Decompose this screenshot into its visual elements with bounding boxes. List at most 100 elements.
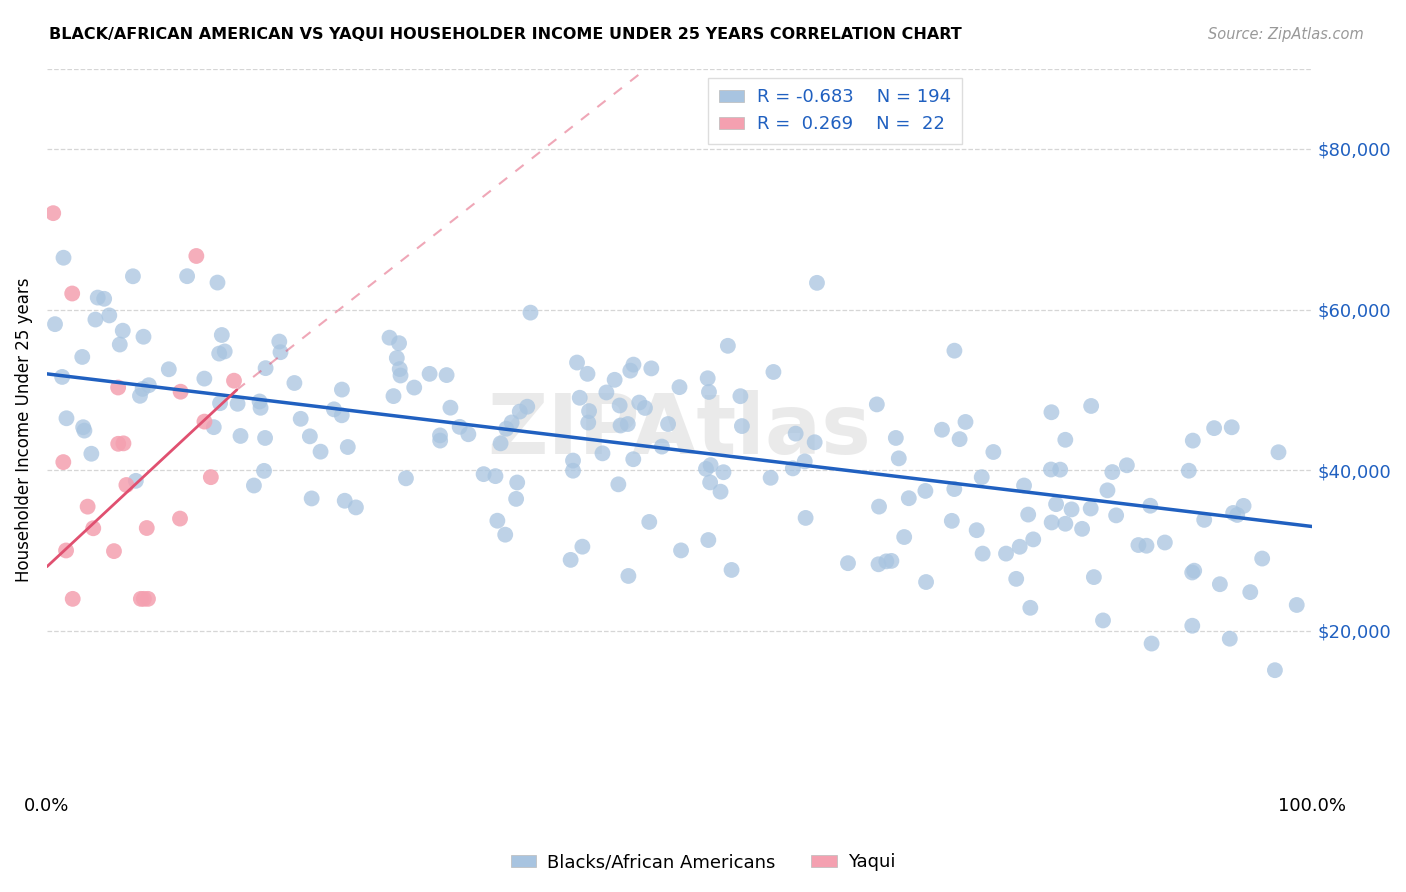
Point: [699, 458, 721, 472]
Point: [457, 427, 479, 442]
Point: [1040, 405, 1063, 419]
Point: [495, 422, 517, 436]
Point: [657, 417, 679, 431]
Point: [571, 540, 593, 554]
Point: [72, 350, 94, 364]
Point: [494, 527, 516, 541]
Point: [972, 547, 994, 561]
Point: [617, 569, 640, 583]
Point: [385, 351, 408, 365]
Point: [943, 482, 966, 496]
Point: [378, 331, 401, 345]
Point: [562, 464, 585, 478]
Point: [1264, 663, 1286, 677]
Point: [193, 371, 215, 385]
Point: [868, 558, 890, 572]
Point: [914, 483, 936, 498]
Point: [82, 521, 104, 535]
Point: [211, 328, 233, 343]
Point: [668, 380, 690, 394]
Point: [1101, 465, 1123, 479]
Point: [915, 574, 938, 589]
Legend: R = -0.683    N = 194, R =  0.269    N =  22: R = -0.683 N = 194, R = 0.269 N = 22: [709, 78, 962, 145]
Point: [505, 491, 527, 506]
Point: [730, 389, 752, 403]
Point: [87, 291, 110, 305]
Point: [486, 514, 509, 528]
Point: [516, 400, 538, 414]
Point: [1054, 516, 1077, 531]
Point: [186, 249, 208, 263]
Point: [1012, 478, 1035, 492]
Point: [1005, 572, 1028, 586]
Point: [472, 467, 495, 482]
Point: [1267, 445, 1289, 459]
Point: [169, 511, 191, 525]
Point: [52, 251, 75, 265]
Point: [382, 389, 405, 403]
Point: [1192, 513, 1215, 527]
Point: [103, 544, 125, 558]
Point: [609, 418, 631, 433]
Point: [568, 391, 591, 405]
Point: [794, 511, 817, 525]
Point: [501, 416, 523, 430]
Point: [943, 343, 966, 358]
Point: [1226, 508, 1249, 522]
Point: [98, 309, 121, 323]
Y-axis label: Householder Income Under 25 years: Householder Income Under 25 years: [15, 278, 32, 582]
Point: [60, 286, 83, 301]
Point: [607, 477, 630, 491]
Point: [1251, 551, 1274, 566]
Point: [336, 440, 359, 454]
Point: [1097, 483, 1119, 498]
Point: [720, 563, 742, 577]
Point: [138, 378, 160, 392]
Point: [970, 470, 993, 484]
Point: [1181, 434, 1204, 448]
Text: Source: ZipAtlas.com: Source: ZipAtlas.com: [1208, 27, 1364, 42]
Point: [868, 500, 890, 514]
Point: [837, 556, 859, 570]
Point: [76, 500, 98, 514]
Point: [333, 493, 356, 508]
Point: [136, 591, 159, 606]
Point: [576, 416, 599, 430]
Point: [616, 417, 638, 431]
Text: ZIPAtlas: ZIPAtlas: [488, 390, 872, 471]
Point: [1239, 585, 1261, 599]
Point: [949, 432, 972, 446]
Point: [619, 363, 641, 377]
Point: [44, 317, 66, 331]
Point: [713, 465, 735, 479]
Point: [562, 453, 585, 467]
Point: [55, 543, 77, 558]
Point: [519, 305, 541, 319]
Point: [309, 444, 332, 458]
Point: [803, 435, 825, 450]
Point: [1178, 464, 1201, 478]
Point: [995, 547, 1018, 561]
Point: [709, 484, 731, 499]
Point: [931, 423, 953, 437]
Point: [1017, 508, 1039, 522]
Point: [697, 384, 720, 399]
Point: [1045, 497, 1067, 511]
Point: [226, 397, 249, 411]
Point: [785, 426, 807, 441]
Text: BLACK/AFRICAN AMERICAN VS YAQUI HOUSEHOLDER INCOME UNDER 25 YEARS CORRELATION CH: BLACK/AFRICAN AMERICAN VS YAQUI HOUSEHOL…: [49, 27, 962, 42]
Point: [603, 373, 626, 387]
Point: [301, 491, 323, 506]
Point: [1140, 636, 1163, 650]
Point: [1091, 614, 1114, 628]
Point: [699, 475, 721, 490]
Point: [621, 452, 644, 467]
Point: [1135, 539, 1157, 553]
Point: [115, 478, 138, 492]
Point: [107, 380, 129, 394]
Point: [254, 361, 277, 376]
Point: [1204, 421, 1226, 435]
Point: [1222, 506, 1244, 520]
Point: [80, 447, 103, 461]
Point: [253, 464, 276, 478]
